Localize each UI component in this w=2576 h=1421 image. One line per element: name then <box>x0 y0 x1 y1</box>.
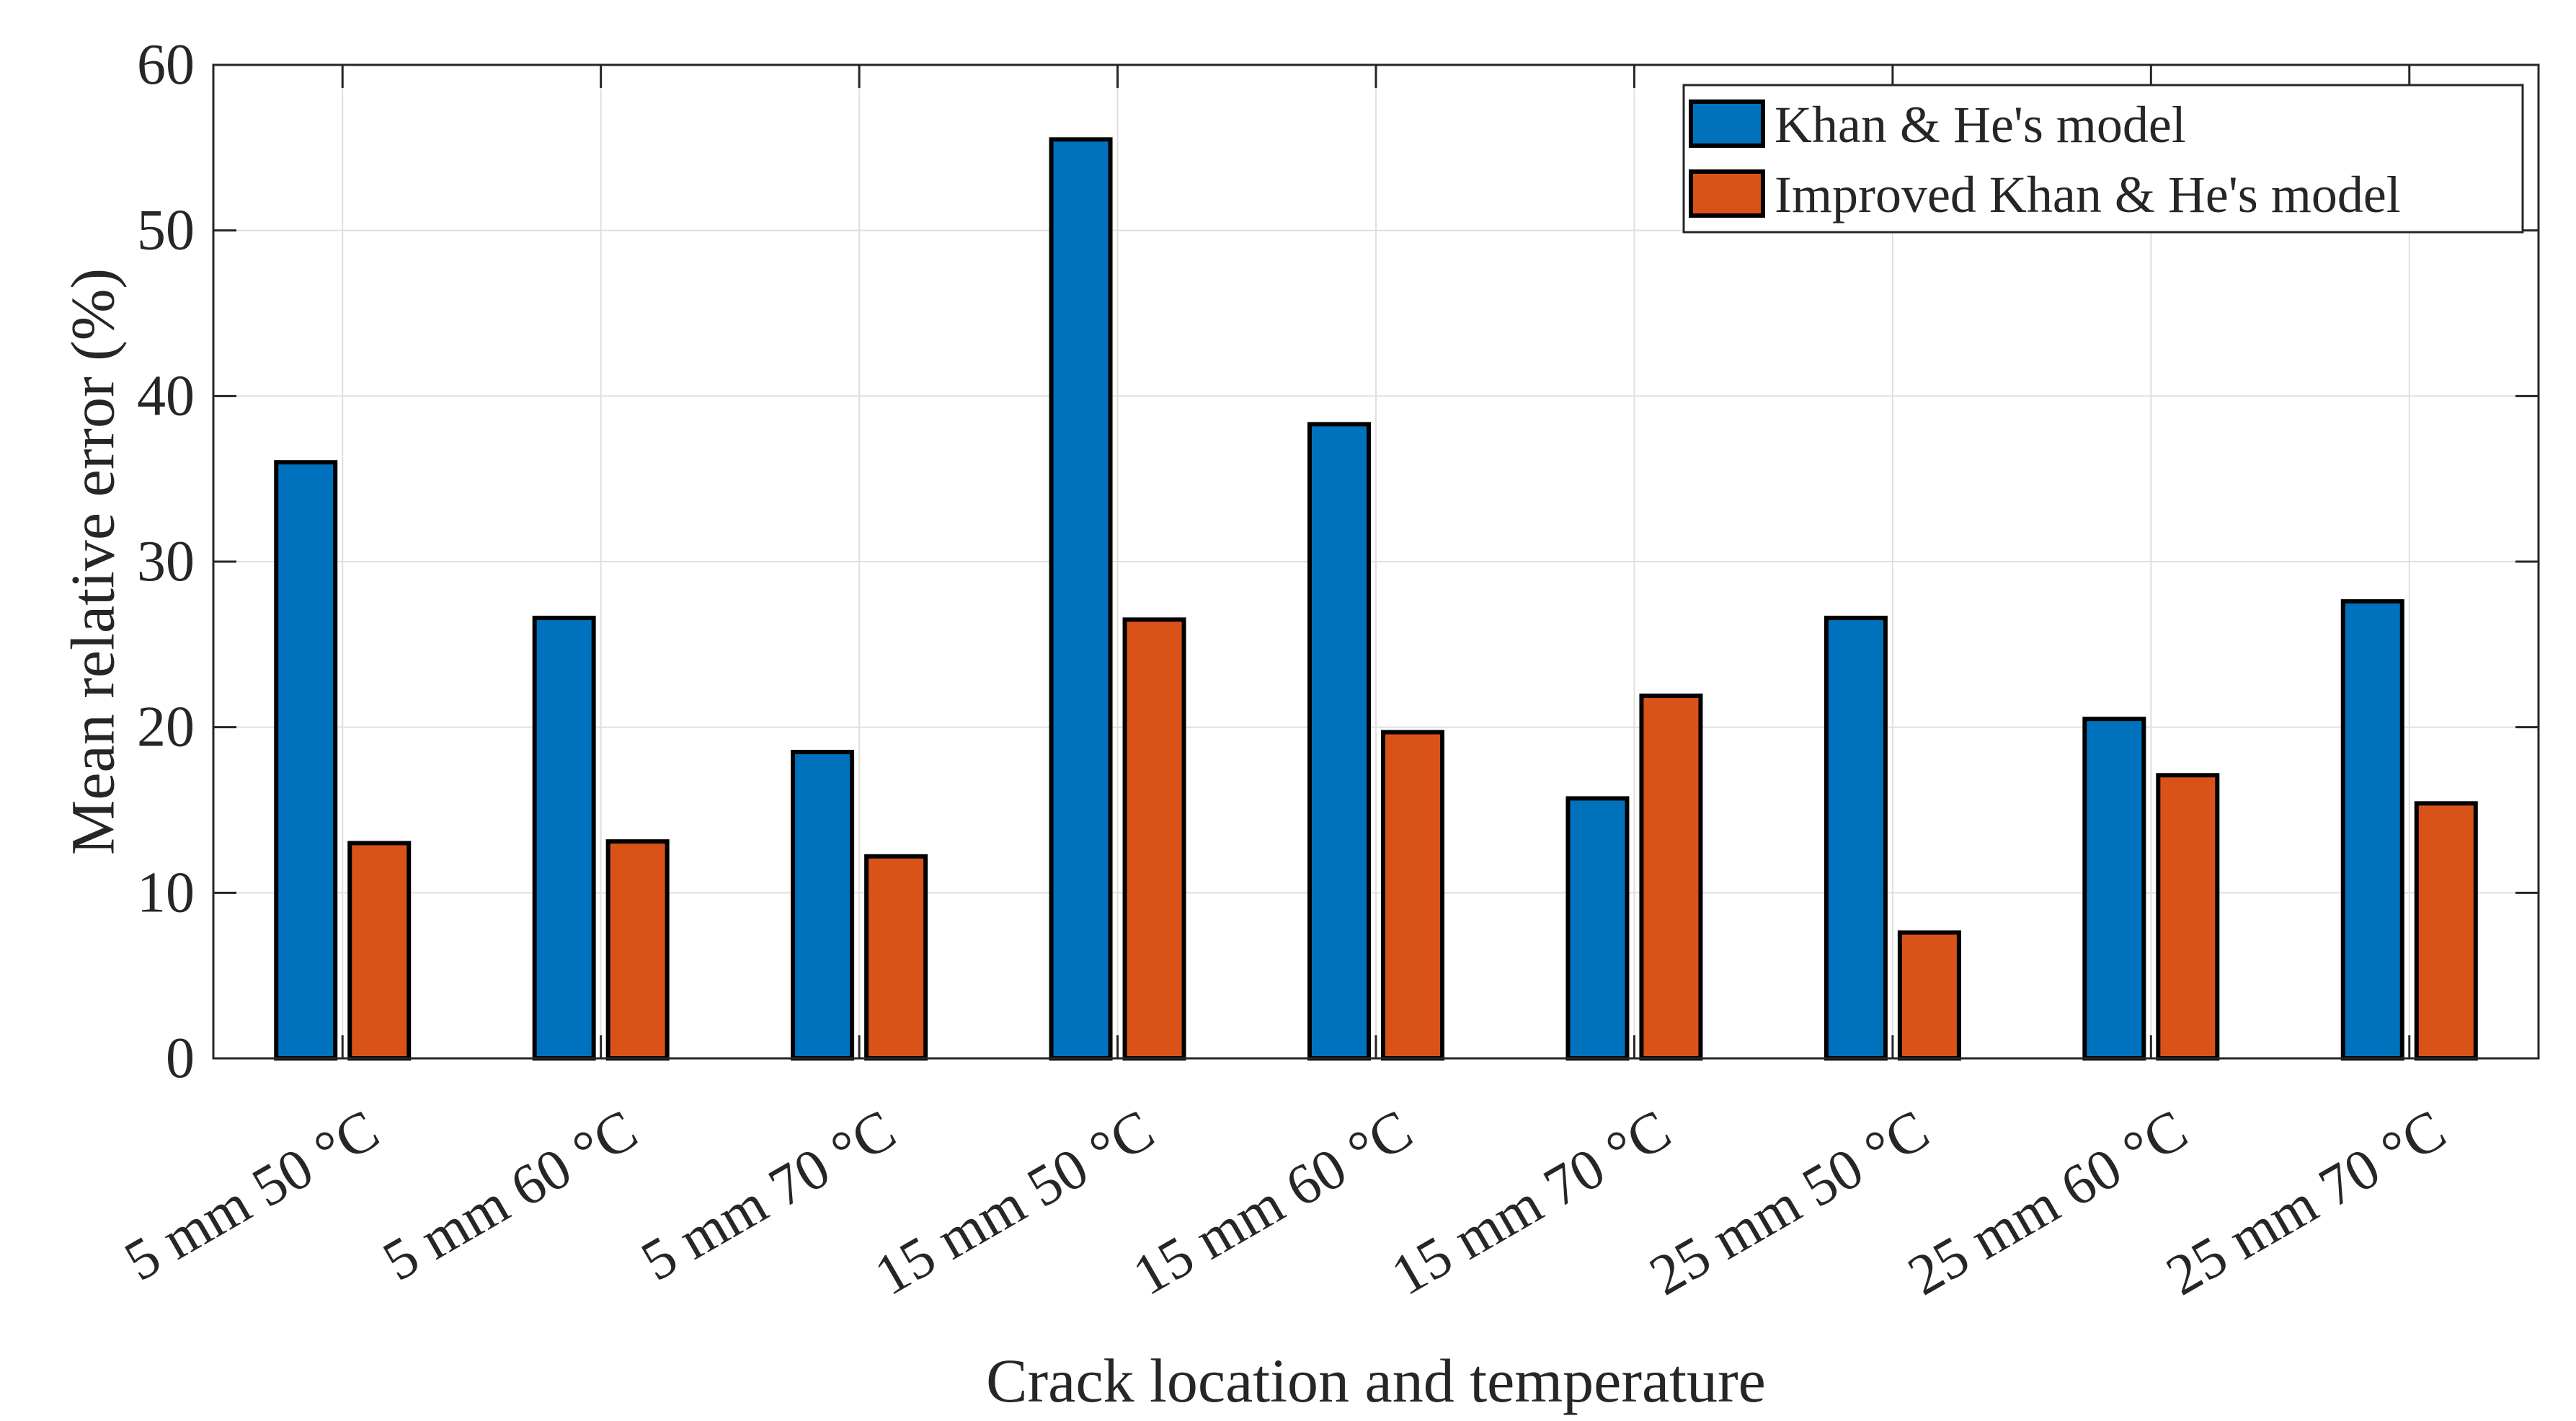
legend-label-khan-he: Khan & He's model <box>1775 96 2186 154</box>
bar-improved-khan-he <box>2156 773 2220 1061</box>
bar-khan-he <box>532 616 596 1061</box>
bar-khan-he <box>1565 796 1630 1061</box>
bar-khan-he <box>2082 717 2146 1061</box>
bar-khan-he <box>1307 422 1371 1061</box>
legend-box <box>1682 84 2524 234</box>
y-tick-label: 30 <box>137 530 195 593</box>
bar-khan-he <box>1049 137 1113 1061</box>
bar-khan-he <box>2340 599 2404 1061</box>
bar-improved-khan-he <box>605 839 670 1061</box>
legend-swatch-improved-khan-he <box>1689 169 1765 218</box>
bar-improved-khan-he <box>347 841 412 1061</box>
x-axis-title: Crack location and temperature <box>986 1346 1766 1415</box>
legend: Khan & He's model Improved Khan & He's m… <box>1682 84 2524 234</box>
bars <box>274 137 2478 1061</box>
bar-improved-khan-he <box>1381 730 1444 1061</box>
y-tick-label: 60 <box>137 33 195 97</box>
bar-khan-he <box>1824 616 1888 1061</box>
y-tick-label: 10 <box>137 861 195 924</box>
bar-improved-khan-he <box>1897 930 1961 1061</box>
bar-improved-khan-he <box>1122 617 1186 1061</box>
legend-swatch-khan-he <box>1689 99 1765 148</box>
legend-label-improved-khan-he: Improved Khan & He's model <box>1775 166 2401 223</box>
bar-improved-khan-he <box>1639 694 1703 1061</box>
bar-khan-he <box>791 750 855 1061</box>
bar-khan-he <box>274 460 338 1061</box>
bar-improved-khan-he <box>2414 801 2478 1061</box>
y-tick-labels: 0 10 20 30 40 50 60 <box>137 33 195 1090</box>
y-tick-label: 50 <box>137 199 195 262</box>
y-axis-title: Mean relative error (%) <box>58 268 128 855</box>
bar-improved-khan-he <box>864 854 928 1061</box>
y-tick-label: 20 <box>137 696 195 759</box>
y-tick-label: 0 <box>166 1027 195 1090</box>
y-tick-label: 40 <box>137 364 195 428</box>
